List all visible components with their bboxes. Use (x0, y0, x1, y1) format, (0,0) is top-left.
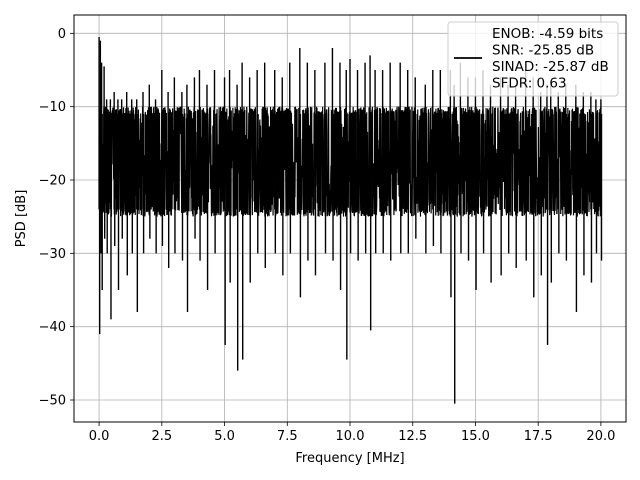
x-axis-label: Frequency [MHz] (295, 451, 404, 466)
x-tick-label: 0.0 (89, 429, 110, 444)
y-axis-label: PSD [dB] (14, 190, 29, 248)
y-tick-label: −10 (39, 100, 66, 115)
x-tick-label: 20.0 (586, 429, 615, 444)
legend-sfdr: SFDR: 0.63 (492, 76, 567, 92)
x-tick-label: 10.0 (336, 429, 365, 444)
x-tick-label: 5.0 (214, 429, 235, 444)
legend-enob: ENOB: -4.59 bits (492, 26, 603, 42)
x-tick-label: 7.5 (277, 429, 298, 444)
y-tick-label: −30 (39, 247, 66, 262)
legend-snr: SNR: -25.85 dB (492, 43, 594, 59)
y-axis-ticks: 0 −10 −20 −30 −40 −50 (39, 27, 74, 409)
x-tick-label: 15.0 (461, 429, 490, 444)
y-tick-label: −40 (39, 320, 66, 335)
x-tick-label: 12.5 (398, 429, 427, 444)
legend: ENOB: -4.59 bits SNR: -25.85 dB SINAD: -… (447, 21, 619, 97)
x-tick-label: 2.5 (151, 429, 172, 444)
y-tick-label: 0 (58, 27, 66, 42)
x-tick-label: 17.5 (524, 429, 553, 444)
legend-box (447, 21, 619, 97)
legend-sinad: SINAD: -25.87 dB (492, 59, 609, 75)
y-tick-label: −20 (39, 174, 66, 189)
x-axis-ticks: 0.0 2.5 5.0 7.5 10.0 12.5 15.0 17.5 20.0 (89, 422, 615, 444)
psd-trace (98, 37, 603, 404)
y-tick-label: −50 (39, 394, 66, 409)
